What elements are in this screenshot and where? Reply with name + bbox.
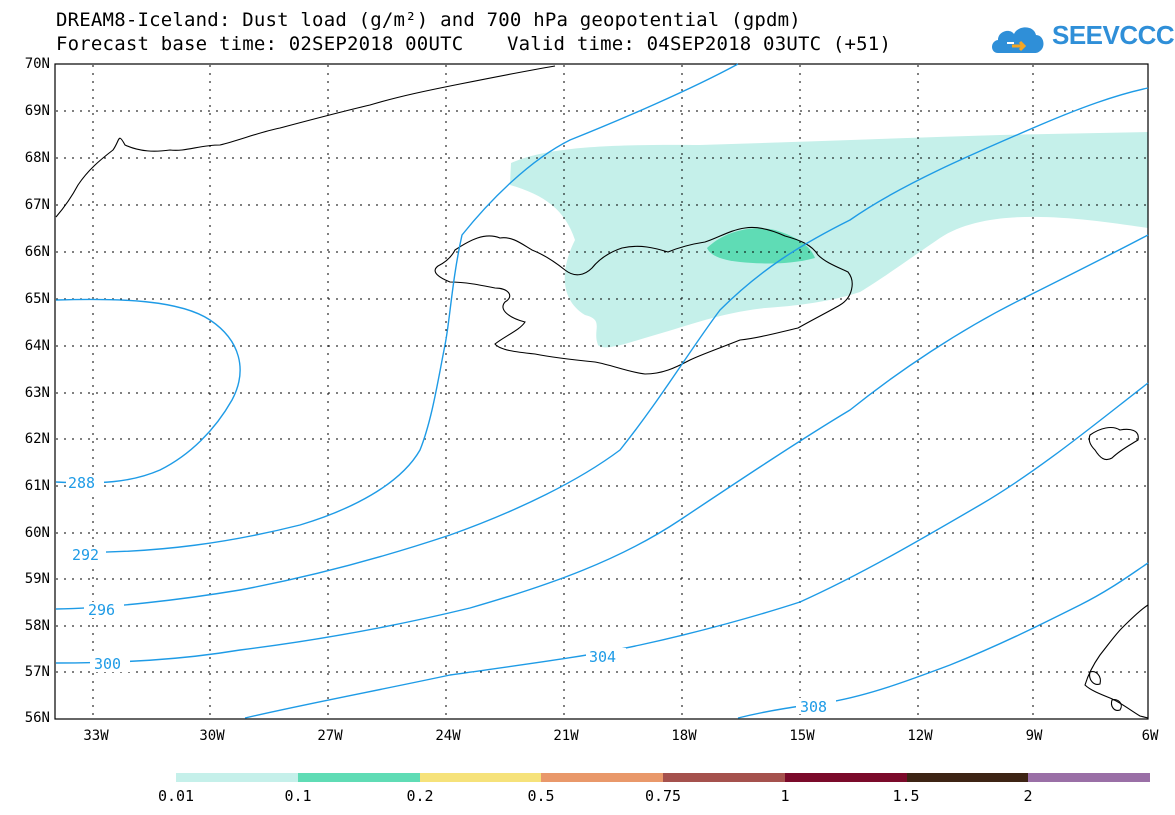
colorbar-label-4: 0.75	[644, 787, 682, 805]
lat-label-70n: 70N	[24, 56, 50, 72]
contour-304	[244, 382, 1149, 719]
lon-label-6w: 6W	[1141, 728, 1159, 744]
lat-label-66n: 66N	[24, 244, 50, 260]
colorbar-bin-1	[176, 773, 298, 782]
lat-label-64n: 64N	[24, 338, 50, 354]
contour-label-296: 296	[88, 601, 115, 619]
colorbar	[176, 773, 1150, 782]
dust-shading-low	[510, 132, 1148, 348]
lat-label-61n: 61N	[24, 478, 50, 494]
colorbar-label-3: 0.5	[527, 787, 555, 805]
lat-label-63n: 63N	[24, 385, 50, 401]
contour-288	[55, 298, 241, 484]
lat-label-68n: 68N	[24, 150, 50, 166]
colorbar-label-5: 1	[780, 787, 790, 805]
logo-text: SEEVCCC	[1052, 20, 1175, 50]
colorbar-label-0: 0.01	[157, 787, 195, 805]
lat-label-65n: 65N	[24, 291, 50, 307]
map-title: DREAM8-Iceland: Dust load (g/m²) and 700…	[56, 9, 801, 31]
lat-label-57n: 57N	[24, 664, 50, 680]
contour-label-300: 300	[94, 655, 121, 673]
colorbar-bin-4	[541, 773, 663, 782]
cloud-icon	[992, 27, 1044, 53]
graticule	[56, 65, 1147, 718]
colorbar-bin-5	[663, 773, 785, 782]
base-time: Forecast base time: 02SEP2018 00UTC	[56, 33, 464, 55]
subtitle-line: Forecast base time: 02SEP2018 00UTC Valid…	[56, 33, 891, 55]
lon-label-18w: 18W	[671, 728, 697, 744]
scotland-islands	[1089, 671, 1122, 711]
map-frame	[54, 63, 1149, 720]
geopotential-contours	[55, 63, 1149, 719]
lon-label-9w: 9W	[1025, 728, 1043, 744]
contour-296	[55, 87, 1149, 610]
faroe-coast	[1088, 426, 1139, 461]
contour-label-288: 288	[68, 474, 95, 492]
lon-label-33w: 33W	[83, 728, 109, 744]
contour-label-308: 308	[800, 698, 827, 716]
colorbar-label-1: 0.1	[284, 787, 312, 805]
lat-label-60n: 60N	[24, 525, 50, 541]
lon-label-12w: 12W	[907, 728, 933, 744]
colorbar-label-7: 2	[1023, 787, 1033, 805]
contour-label-304: 304	[589, 648, 616, 666]
lat-label-69n: 69N	[24, 103, 50, 119]
iceland-coast	[434, 226, 853, 375]
lon-label-15w: 15W	[789, 728, 815, 744]
colorbar-bin-8	[1028, 773, 1150, 782]
lon-label-27w: 27W	[317, 728, 343, 744]
colorbar-label-6: 1.5	[892, 787, 920, 805]
lon-label-21w: 21W	[553, 728, 579, 744]
colorbar-bin-2	[297, 773, 420, 782]
contour-292-upper	[55, 63, 739, 554]
contour-300	[55, 234, 1149, 664]
valid-time: Valid time: 04SEP2018 03UTC (+51)	[507, 33, 892, 55]
lat-label-59n: 59N	[24, 571, 50, 587]
scotland-coast	[1084, 604, 1149, 719]
contour-label-292: 292	[72, 546, 99, 564]
coastlines	[55, 65, 1149, 719]
lat-label-58n: 58N	[24, 618, 50, 634]
colorbar-bin-3	[419, 773, 542, 782]
contour-labels: 288 292 296 300 304 308	[56, 474, 836, 716]
colorbar-bin-6	[784, 773, 907, 782]
lat-label-67n: 67N	[24, 197, 50, 213]
lat-label-56n: 56N	[24, 710, 50, 726]
lat-label-62n: 62N	[24, 431, 50, 447]
greenland-coast	[55, 65, 556, 218]
lon-label-30w: 30W	[199, 728, 225, 744]
colorbar-bin-7	[906, 773, 1029, 782]
colorbar-label-2: 0.2	[406, 787, 434, 805]
lon-label-24w: 24W	[435, 728, 461, 744]
